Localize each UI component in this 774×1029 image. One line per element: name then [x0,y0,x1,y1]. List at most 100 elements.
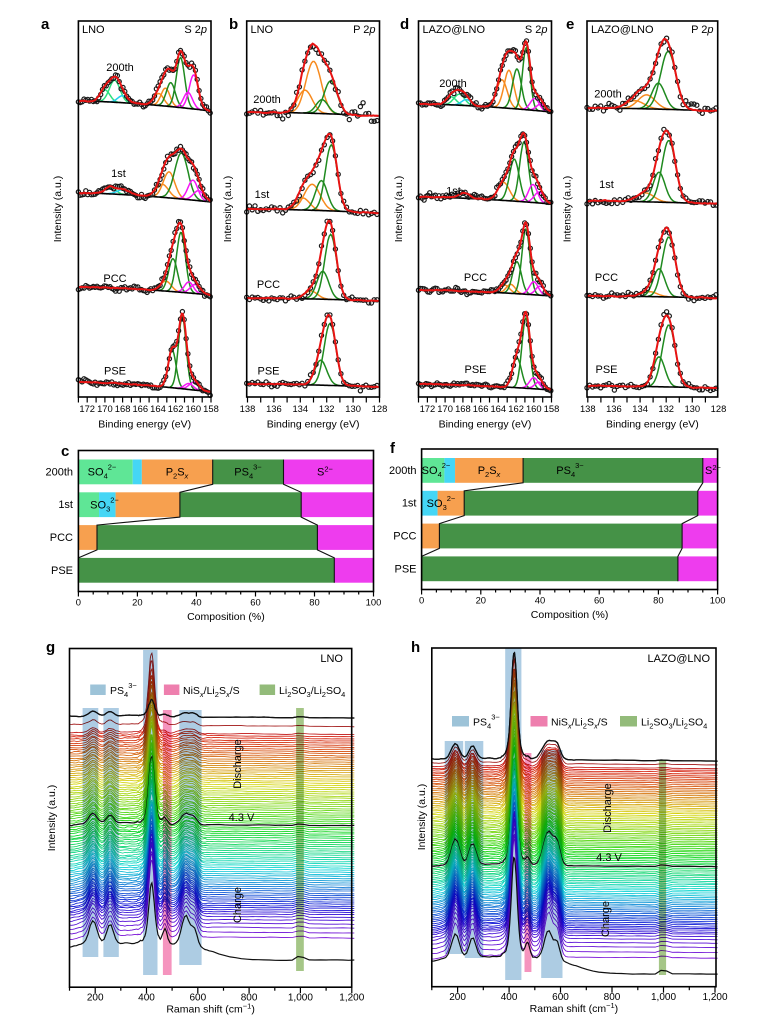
svg-text:Intensity (a.u.): Intensity (a.u.) [416,784,428,851]
svg-text:P2Sx: P2Sx [166,467,189,481]
svg-text:168: 168 [455,403,471,414]
svg-text:LAZO@LNO: LAZO@LNO [591,24,654,36]
svg-text:40: 40 [191,597,201,608]
svg-text:Binding energy (eV): Binding energy (eV) [606,419,699,431]
svg-text:PS43−: PS43− [110,681,137,699]
svg-text:138: 138 [240,403,256,414]
svg-text:158: 158 [544,403,560,414]
svg-text:Intensity (a.u.): Intensity (a.u.) [46,785,58,852]
svg-text:136: 136 [606,403,622,414]
svg-text:200th: 200th [253,94,281,106]
svg-text:Raman shift (cm−1): Raman shift (cm−1) [166,1002,255,1016]
svg-text:Binding energy (eV): Binding energy (eV) [98,419,191,431]
svg-text:a: a [41,16,50,33]
svg-text:200: 200 [449,992,466,1003]
svg-text:400: 400 [138,993,155,1004]
svg-text:Charge: Charge [600,901,612,937]
svg-text:g: g [46,639,55,656]
svg-text:Binding energy (eV): Binding energy (eV) [439,419,532,431]
svg-text:170: 170 [437,403,453,414]
svg-text:LAZO@LNO: LAZO@LNO [647,653,710,665]
svg-text:Intensity (a.u.): Intensity (a.u.) [222,176,234,243]
svg-text:4.3 V: 4.3 V [596,852,622,864]
svg-text:1st: 1st [446,186,461,198]
svg-text:NiSx/Li2Sx/S: NiSx/Li2Sx/S [183,685,240,699]
svg-text:168: 168 [115,403,131,414]
svg-text:0: 0 [76,597,81,608]
svg-text:Composition (%): Composition (%) [187,611,265,623]
svg-text:128: 128 [372,403,388,414]
svg-text:200th: 200th [594,89,622,101]
svg-text:158: 158 [203,403,219,414]
svg-text:Discharge: Discharge [232,739,244,789]
svg-text:Intensity (a.u.): Intensity (a.u.) [562,176,574,243]
svg-text:NiSx/Li2Sx/S: NiSx/Li2Sx/S [551,717,608,731]
svg-text:130: 130 [684,403,700,414]
svg-text:400: 400 [501,992,518,1003]
svg-text:PSE: PSE [257,366,279,378]
svg-text:200th: 200th [45,466,73,478]
svg-text:P2Sx: P2Sx [478,465,501,479]
svg-text:20: 20 [132,597,142,608]
svg-text:PCC: PCC [103,273,126,285]
svg-text:PSE: PSE [595,364,617,376]
svg-text:1,000: 1,000 [288,993,313,1004]
svg-text:P 2p: P 2p [353,24,375,36]
svg-text:f: f [390,440,396,457]
svg-text:600: 600 [189,993,206,1004]
svg-text:PS43−: PS43− [473,713,500,731]
svg-text:170: 170 [97,403,113,414]
svg-text:b: b [229,16,238,33]
svg-text:800: 800 [604,992,621,1003]
svg-text:1st: 1st [402,498,417,510]
svg-text:134: 134 [632,403,648,414]
svg-text:Li2SO3/Li2SO4: Li2SO3/Li2SO4 [279,685,345,699]
svg-text:200th: 200th [106,62,134,74]
svg-text:162: 162 [168,403,184,414]
svg-text:Li2SO3/Li2SO4: Li2SO3/Li2SO4 [641,717,707,731]
svg-text:1st: 1st [111,168,126,180]
svg-text:130: 130 [345,403,361,414]
svg-text:Binding energy (eV): Binding energy (eV) [267,419,360,431]
svg-text:132: 132 [319,403,335,414]
svg-text:800: 800 [241,993,258,1004]
svg-text:LNO: LNO [320,653,343,665]
svg-text:166: 166 [473,403,489,414]
svg-text:PSE: PSE [104,366,126,378]
svg-text:1st: 1st [58,499,73,511]
svg-text:1st: 1st [255,189,270,201]
svg-text:LAZO@LNO: LAZO@LNO [423,24,486,36]
svg-text:PSE: PSE [51,565,73,577]
svg-text:100: 100 [710,595,726,606]
svg-text:136: 136 [266,403,282,414]
svg-text:200th: 200th [439,78,467,90]
svg-text:PCC: PCC [595,272,618,284]
svg-text:0: 0 [419,595,424,606]
svg-text:80: 80 [309,597,319,608]
svg-text:134: 134 [292,403,308,414]
svg-text:LNO: LNO [251,24,274,36]
svg-text:Discharge: Discharge [602,783,614,833]
svg-text:164: 164 [150,403,166,414]
svg-text:h: h [411,639,420,656]
svg-text:S 2p: S 2p [184,24,207,36]
svg-text:PCC: PCC [257,279,280,291]
svg-text:162: 162 [508,403,524,414]
svg-text:40: 40 [535,595,545,606]
svg-text:164: 164 [490,403,506,414]
svg-text:1,200: 1,200 [702,992,727,1003]
svg-text:160: 160 [185,403,201,414]
svg-text:1st: 1st [599,179,614,191]
svg-text:172: 172 [79,403,95,414]
svg-text:S 2p: S 2p [525,24,548,36]
svg-text:60: 60 [250,597,260,608]
svg-text:20: 20 [476,595,486,606]
svg-text:Intensity (a.u.): Intensity (a.u.) [52,176,64,243]
svg-text:P 2p: P 2p [691,24,713,36]
svg-text:e: e [566,16,574,33]
svg-text:PSE: PSE [394,563,416,575]
svg-text:100: 100 [366,597,382,608]
svg-text:138: 138 [580,403,596,414]
svg-text:132: 132 [658,403,674,414]
svg-text:PCC: PCC [50,532,73,544]
